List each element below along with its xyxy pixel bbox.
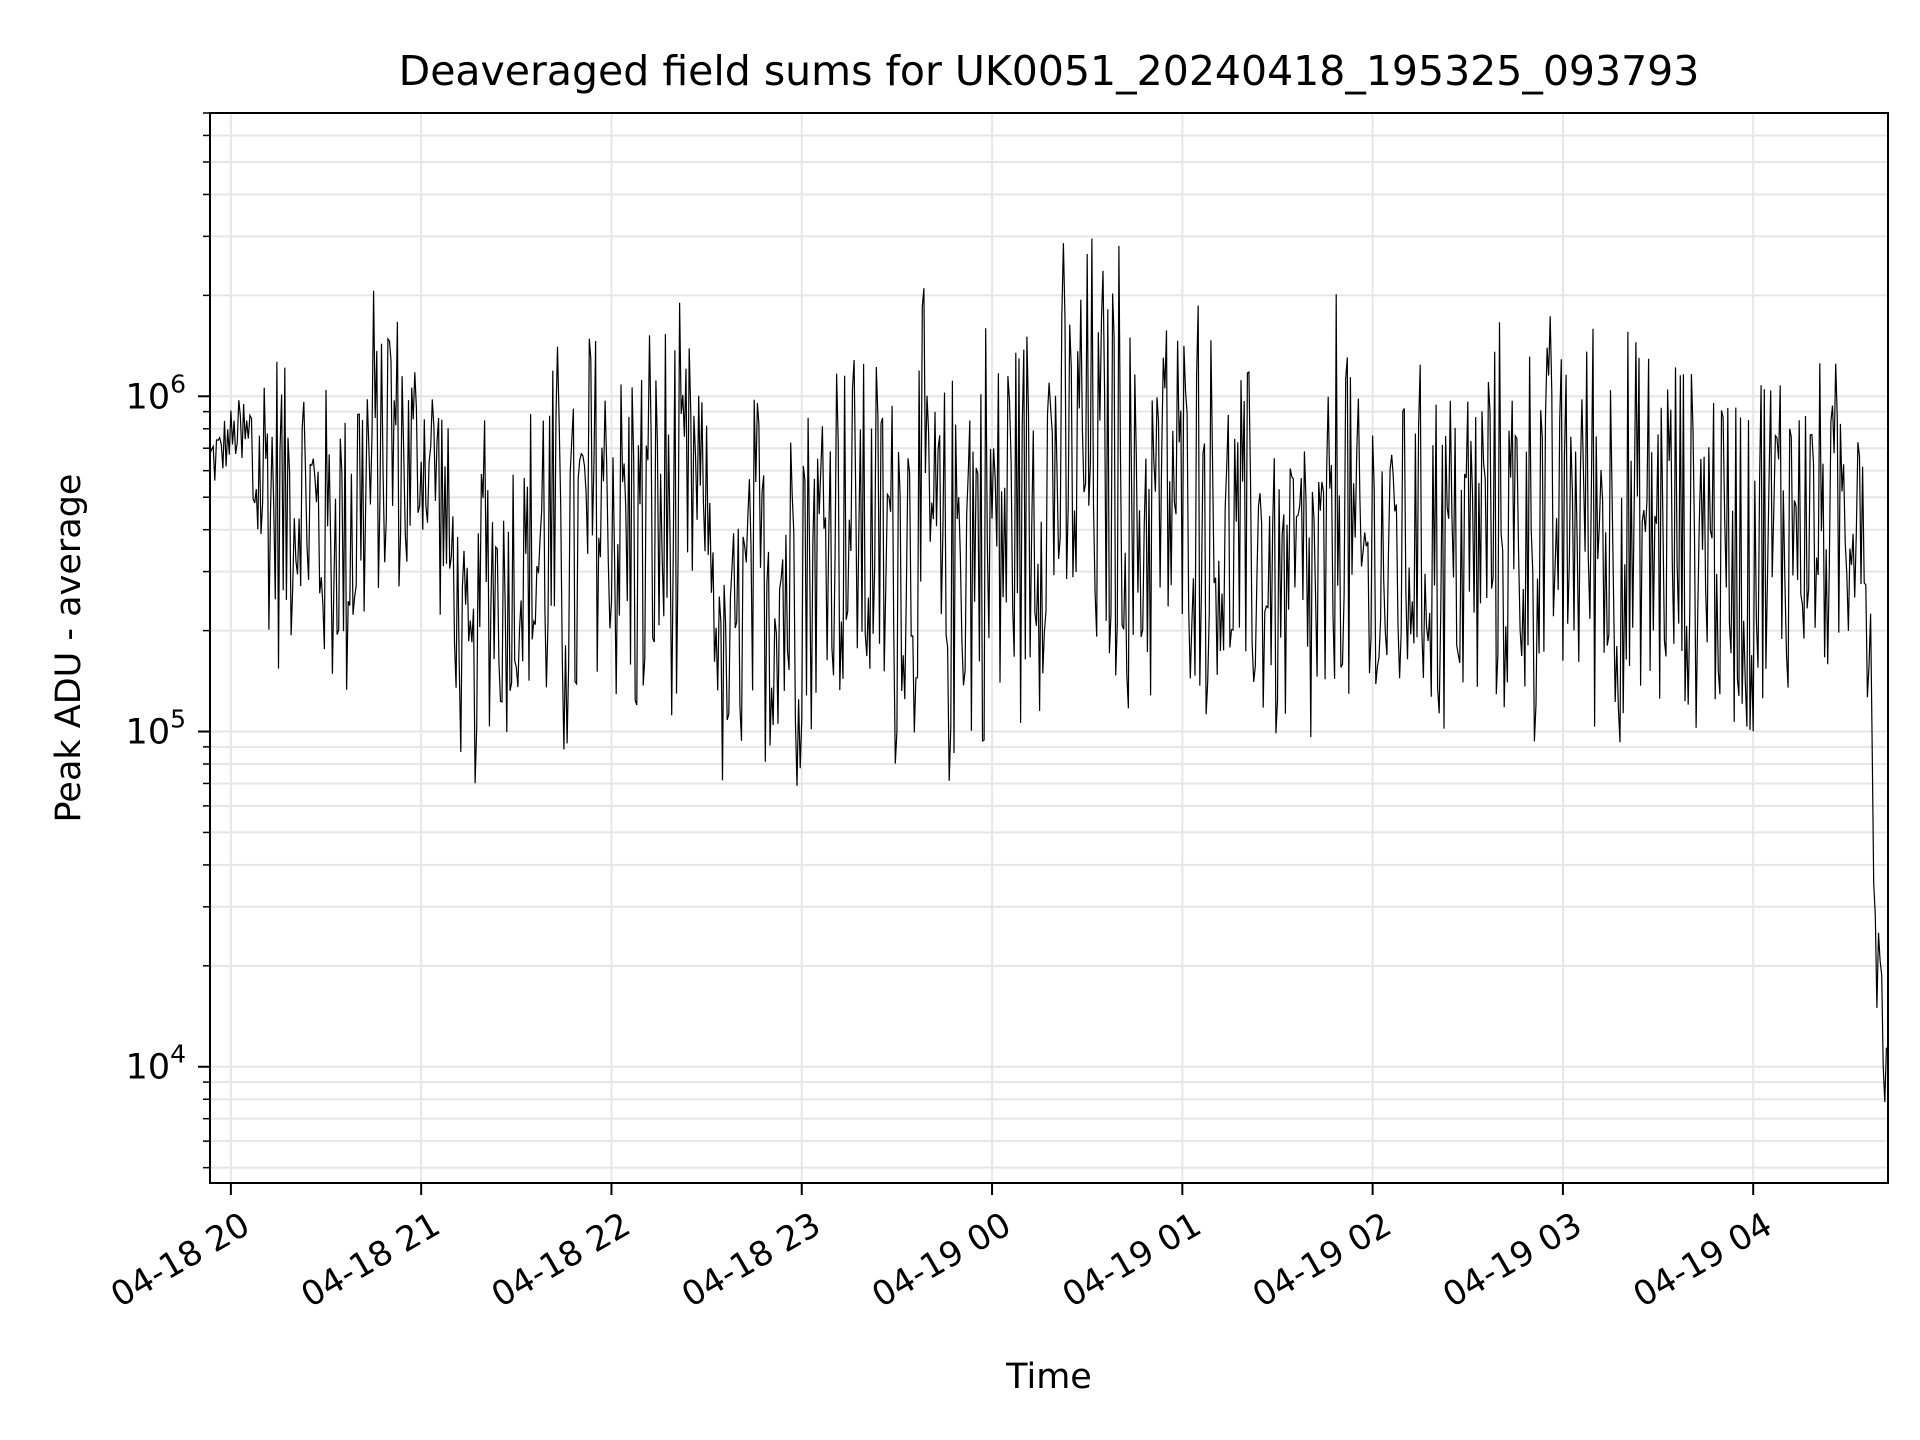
axes-frame [209, 112, 1889, 1184]
x-axis-label: Time [1005, 1357, 1092, 1397]
y-tick-label: 106 [126, 369, 186, 417]
chart-title: Deaveraged field sums for UK0051_2024041… [399, 47, 1700, 95]
y-axis-label: Peak ADU - average [49, 474, 89, 823]
series-line [210, 238, 1887, 1103]
y-tick-label: 105 [126, 705, 186, 753]
series-layer [210, 238, 1887, 1103]
y-tick-label: 104 [126, 1040, 186, 1088]
y-axis: 104 105 106 [126, 112, 210, 1169]
